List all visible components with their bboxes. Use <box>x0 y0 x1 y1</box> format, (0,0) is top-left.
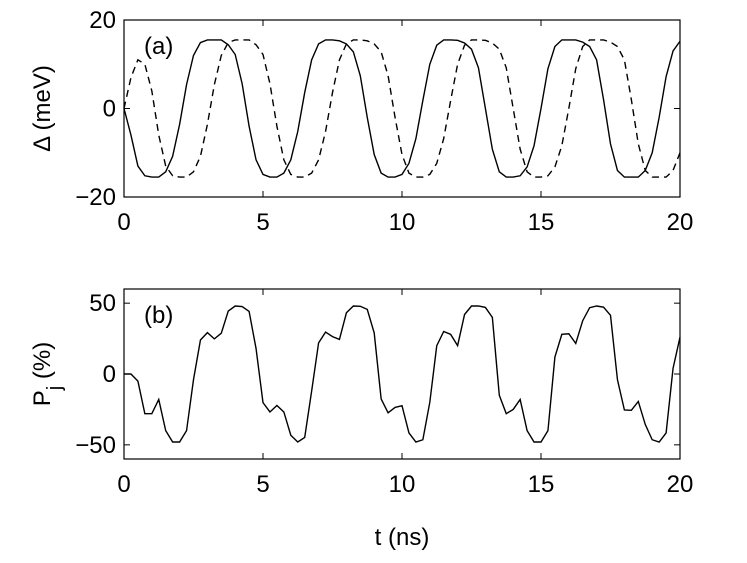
y-axis-label-part: j <box>44 386 66 391</box>
x-tick-label: 20 <box>667 209 694 236</box>
line-series <box>123 39 681 178</box>
axes-box <box>123 19 681 198</box>
x-axis-label: t (ns) <box>375 524 430 551</box>
y-axis-label-part: (%) <box>29 342 56 386</box>
x-tick-label: 0 <box>117 209 130 236</box>
x-tick-label: 10 <box>389 471 416 498</box>
y-axis-label-part: Δ (meV) <box>29 65 56 152</box>
x-tick-label: 20 <box>667 471 694 498</box>
panel-label: (a) <box>144 33 173 60</box>
y-tick-label: 20 <box>89 7 116 34</box>
x-tick-label: 0 <box>117 471 130 498</box>
x-tick-label: 5 <box>256 471 269 498</box>
y-tick-label: 50 <box>89 290 116 317</box>
panel-label: (b) <box>144 302 173 329</box>
axes-box <box>123 288 681 460</box>
x-tick-label: 15 <box>528 209 555 236</box>
x-tick-label: 10 <box>389 209 416 236</box>
y-axis-label: Δ (meV) <box>29 65 56 152</box>
line-series <box>124 305 681 443</box>
x-tick-label: 15 <box>528 471 555 498</box>
y-axis-label: Pj (%) <box>29 342 66 406</box>
x-tick-label: 5 <box>256 209 269 236</box>
y-tick-label: −50 <box>75 432 116 459</box>
y-tick-label: −20 <box>75 184 116 211</box>
y-tick-label: 0 <box>103 361 116 388</box>
y-tick-label: 0 <box>103 96 116 123</box>
y-axis-label-part: P <box>29 390 56 406</box>
